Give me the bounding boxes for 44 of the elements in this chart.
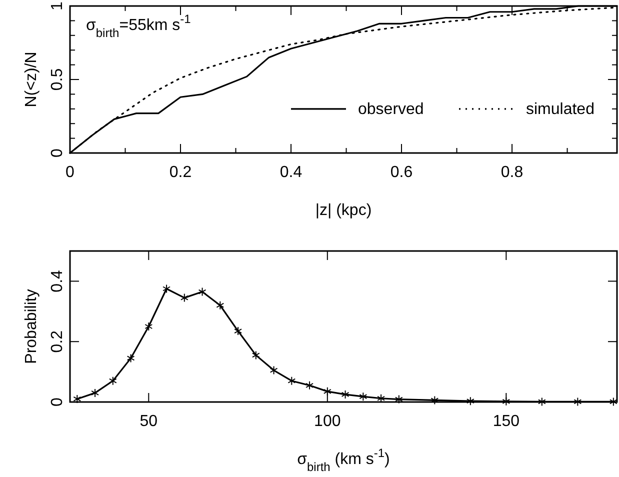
annotation: σ$_{birth}$=55km s$^{-1}$ [86, 12, 192, 40]
point [609, 397, 618, 406]
point [359, 392, 368, 402]
point [270, 366, 278, 375]
point [306, 380, 314, 390]
point [126, 354, 135, 363]
x-tick-label: 0.8 [500, 164, 524, 181]
x-tick-label: 0.6 [390, 164, 413, 181]
point [216, 300, 224, 310]
point [73, 394, 82, 404]
legend-label: simulated [526, 100, 594, 118]
y-tick-label: 0 [49, 397, 66, 406]
point [162, 284, 170, 294]
x-tick-label: 50 [140, 413, 158, 430]
point [91, 388, 99, 398]
legend-label: observed [358, 100, 424, 118]
point [466, 396, 474, 406]
y-tick-label: 0.5 [49, 68, 66, 91]
point [538, 397, 546, 406]
x-tick-label: 0.2 [169, 164, 192, 181]
point [252, 350, 260, 360]
point [394, 394, 403, 404]
y-axis-title: Probability [23, 289, 40, 364]
point [323, 386, 332, 396]
point [144, 322, 153, 331]
x-tick-label: 100 [314, 413, 341, 430]
point [574, 397, 582, 406]
x-axis-title: σ$_{birth}$ (km s$^{-1}$) [297, 446, 390, 474]
y-axis-title: N(<z)/N [23, 52, 40, 108]
x-tick-label: 150 [492, 413, 520, 430]
point [430, 396, 439, 405]
point [108, 376, 117, 386]
y-tick-label: 0.4 [49, 270, 66, 292]
point [288, 376, 296, 386]
point [341, 390, 350, 399]
point [502, 396, 510, 406]
point [198, 287, 206, 296]
x-axis-title: |z| (kpc) [315, 202, 372, 219]
y-tick-label: 1 [49, 1, 66, 10]
x-tick-label: 0.4 [280, 164, 302, 181]
point [180, 293, 188, 302]
y-tick-label: 0.2 [49, 330, 66, 353]
point [234, 326, 242, 336]
y-tick-label: 0 [49, 148, 66, 158]
